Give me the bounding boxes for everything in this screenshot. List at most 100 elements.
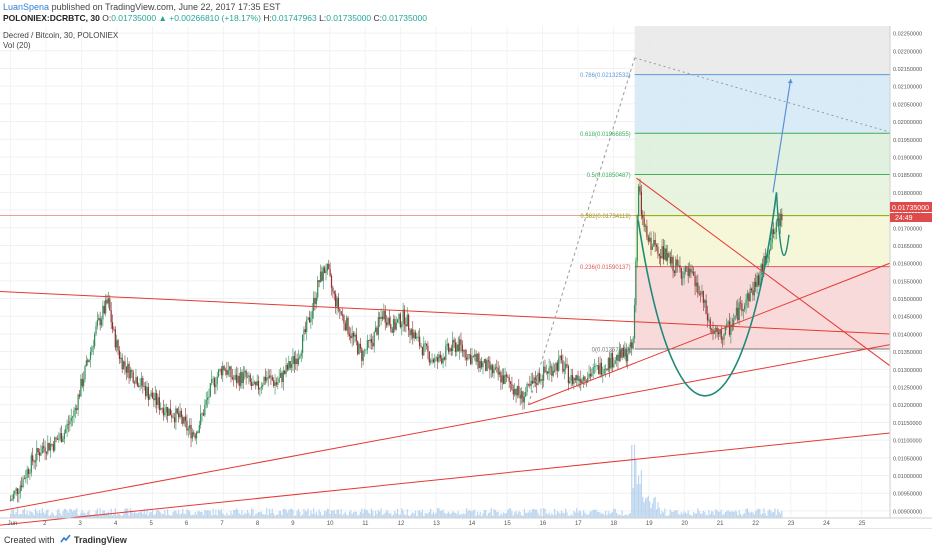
candle-body bbox=[255, 381, 257, 386]
candle-body bbox=[399, 313, 401, 328]
candle-body bbox=[679, 265, 681, 268]
candle-body bbox=[770, 242, 772, 251]
candle-body bbox=[142, 377, 144, 387]
volume-bar bbox=[474, 509, 476, 518]
volume-bar bbox=[588, 513, 590, 518]
y-tick-label: 0.01850000 bbox=[893, 173, 922, 179]
volume-bar bbox=[44, 513, 46, 518]
candle-body bbox=[526, 383, 528, 393]
volume-bar bbox=[508, 508, 510, 518]
volume-bar bbox=[266, 508, 268, 518]
volume-bar bbox=[724, 512, 726, 518]
candle-body bbox=[103, 305, 105, 314]
volume-bar bbox=[191, 514, 194, 518]
candle-body bbox=[693, 271, 695, 276]
volume-bar bbox=[487, 513, 490, 518]
volume-bar bbox=[606, 514, 608, 518]
candle-body bbox=[642, 214, 644, 219]
candle-body bbox=[430, 360, 432, 363]
volume-bar bbox=[636, 484, 638, 518]
volume-bar bbox=[319, 512, 322, 518]
volume-bar bbox=[717, 511, 720, 518]
volume-bar bbox=[387, 511, 389, 518]
candle-body bbox=[555, 362, 557, 371]
candle-body bbox=[121, 357, 123, 370]
candle-body bbox=[347, 317, 349, 335]
candle-body bbox=[340, 311, 342, 315]
volume-bar bbox=[708, 510, 710, 518]
volume-bar bbox=[755, 511, 757, 518]
candle-body bbox=[295, 358, 297, 365]
candle-body bbox=[162, 408, 165, 416]
candle-body bbox=[566, 364, 568, 367]
volume-bar bbox=[719, 511, 721, 518]
candle-body bbox=[439, 354, 441, 359]
volume-bar bbox=[662, 512, 665, 518]
high-prefix: H: bbox=[263, 13, 272, 23]
candle-body bbox=[308, 317, 311, 323]
volume-bar bbox=[563, 513, 565, 518]
candle-body bbox=[195, 431, 198, 439]
candle-body bbox=[507, 376, 509, 378]
candle-body bbox=[450, 348, 452, 352]
candle-body bbox=[363, 350, 366, 351]
volume-bar bbox=[49, 514, 52, 518]
candle-body bbox=[750, 288, 753, 291]
volume-bar bbox=[21, 514, 23, 518]
volume-bar bbox=[253, 515, 255, 518]
y-tick-label: 0.02000000 bbox=[893, 120, 922, 126]
candle-body bbox=[649, 237, 651, 242]
volume-bar bbox=[318, 509, 320, 518]
author-link[interactable]: LuanSpena bbox=[3, 2, 50, 12]
candle-body bbox=[223, 366, 225, 371]
candle-body bbox=[627, 354, 629, 362]
volume-bar bbox=[84, 512, 86, 518]
candle-body bbox=[395, 322, 397, 330]
volume-bar bbox=[303, 508, 305, 518]
candle-body bbox=[191, 432, 194, 439]
volume-bar bbox=[332, 510, 334, 518]
tradingview-logo-icon bbox=[60, 534, 71, 543]
candle-body bbox=[311, 310, 313, 319]
volume-bar bbox=[213, 514, 216, 518]
candle-body bbox=[217, 370, 220, 377]
candle-body bbox=[336, 297, 338, 307]
volume-bar bbox=[251, 508, 253, 518]
volume-bar bbox=[91, 515, 93, 518]
cup-pattern-curve bbox=[637, 192, 778, 397]
x-tick-label: 25 bbox=[859, 521, 866, 527]
y-tick-label: 0.01950000 bbox=[893, 138, 922, 144]
candle-body bbox=[691, 271, 693, 273]
volume-bar bbox=[70, 509, 72, 518]
current-price-value: 0.01735000 bbox=[892, 205, 929, 212]
candle-body bbox=[552, 370, 554, 376]
volume-bar bbox=[282, 508, 284, 518]
volume-bar bbox=[333, 509, 335, 518]
candle-body bbox=[728, 321, 731, 335]
candle-body bbox=[424, 343, 426, 345]
volume-bar bbox=[231, 514, 233, 518]
volume-bar bbox=[428, 511, 430, 518]
price-chart[interactable]: 0.786(0.02132532) 0.618(0.01966855) 0.5(0.… bbox=[0, 26, 932, 528]
change-value: ▲ +0.00266810 (+18.17%) bbox=[158, 13, 261, 23]
top-dashed bbox=[634, 57, 891, 133]
candle-body bbox=[224, 370, 227, 371]
candle-body bbox=[644, 225, 647, 227]
volume-bar bbox=[479, 511, 481, 518]
volume-bar bbox=[749, 512, 751, 518]
volume-bar bbox=[738, 510, 740, 518]
volume-bar bbox=[362, 513, 364, 518]
candle-body bbox=[636, 215, 638, 262]
volume-bar bbox=[386, 509, 388, 518]
volume-bar bbox=[649, 501, 651, 518]
volume-bar bbox=[281, 515, 283, 518]
tradingview-brand[interactable]: TradingView bbox=[74, 535, 127, 545]
volume-bar bbox=[241, 510, 243, 518]
volume-bar bbox=[54, 515, 56, 518]
candle-body bbox=[610, 353, 612, 369]
volume-bar bbox=[665, 515, 667, 518]
volume-bar bbox=[215, 509, 217, 518]
candle-body bbox=[388, 317, 390, 325]
candle-body bbox=[95, 325, 97, 335]
candle-body bbox=[313, 297, 315, 311]
